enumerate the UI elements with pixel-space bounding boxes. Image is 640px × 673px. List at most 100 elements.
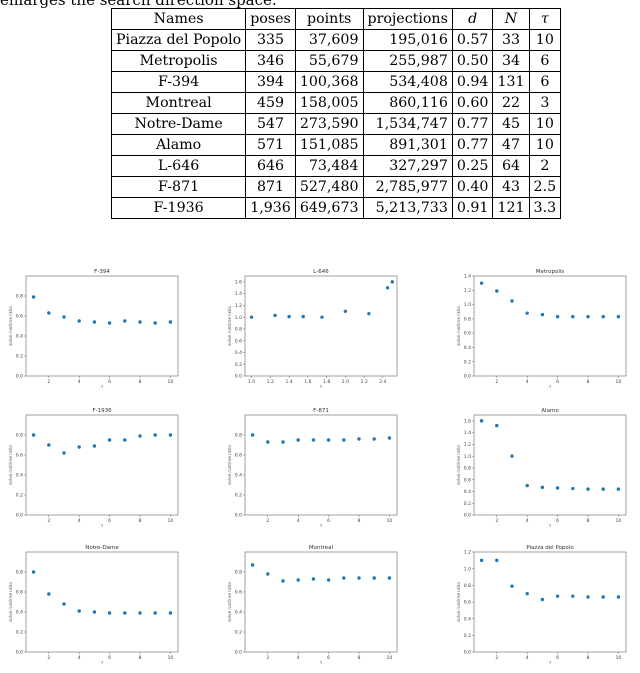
data-point [385, 286, 390, 290]
data-point [540, 485, 545, 490]
data-point [31, 433, 36, 437]
data-point [510, 454, 514, 458]
x-tick-label: 1.4 [285, 379, 292, 385]
y-tick-label: 0.6 [464, 331, 471, 337]
table-cell: 131 [492, 71, 530, 93]
table-cell: 346 [245, 50, 296, 72]
y-tick-label: 0.2 [235, 630, 242, 636]
col-tau: τ [528, 8, 562, 30]
y-tick-label: 1.2 [464, 550, 471, 556]
y-tick-label: 0.4 [235, 610, 242, 616]
col-projections: projections [362, 8, 453, 30]
chart-metropolis: Metropolis 0.0 0.2 0.4 0.6 0.8 1.0 1.2 1.4 2 4 6 8 10… [456, 269, 627, 389]
data-point [479, 419, 484, 423]
data-point [571, 594, 575, 598]
table-cell: 394 [245, 71, 296, 93]
data-point [287, 314, 291, 319]
data-point [342, 576, 346, 580]
x-tick-label: 1.6 [304, 379, 311, 385]
y-tick-label: 0.4 [464, 616, 471, 622]
col-points: points [294, 8, 364, 30]
col-names: Names [110, 8, 247, 30]
x-tick-label: 2 [266, 518, 269, 524]
data-point [77, 445, 81, 449]
x-tick-label: 8 [587, 655, 590, 661]
data-point [62, 315, 66, 319]
table-cell: 0.94 [451, 71, 494, 93]
chart-alamo: Alamo 0.0 0.2 0.4 0.6 0.8 1.0 1.2 1.4 1.6 2 4 6 8 10 τ s… [456, 408, 627, 528]
y-tick-label: 0.4 [16, 334, 23, 340]
data-point [571, 486, 575, 491]
data-point [138, 611, 142, 615]
data-point [47, 311, 51, 315]
table-cell: 55,679 [294, 50, 364, 72]
data-point [616, 315, 621, 319]
data-point [266, 572, 270, 576]
x-tick-label: 6 [108, 518, 111, 524]
y-tick-label: 0.4 [464, 489, 471, 495]
data-point [357, 437, 361, 441]
table-cell: 871 [245, 176, 296, 198]
table-cell: 158,005 [294, 92, 364, 114]
data-point [510, 299, 514, 303]
x-axis-label: τ [549, 660, 552, 665]
y-tick-label: 0.6 [464, 600, 471, 606]
table-row: Metropolis 346 55,679 255,987 0.50 34 6 [110, 50, 562, 72]
x-tick-label: 8 [587, 379, 590, 385]
data-point [586, 595, 590, 599]
y-tick-label: 0.8 [464, 466, 471, 472]
y-tick-label: 0.2 [235, 362, 242, 368]
data-point [301, 314, 305, 319]
data-point [123, 438, 127, 442]
data-point [571, 315, 575, 319]
table-cell: 121 [492, 197, 530, 219]
y-axis-label: solve runtime ratio [456, 582, 461, 622]
x-tick-label: 2.0 [342, 379, 349, 385]
plot-frame [473, 551, 627, 653]
col-poses: poses [245, 8, 296, 30]
table-cell: F-394 [110, 71, 247, 93]
data-point [77, 609, 81, 613]
x-tick-label: 8 [139, 518, 142, 524]
x-tick-label: 8 [139, 379, 142, 385]
data-point [296, 438, 300, 442]
data-point [616, 595, 621, 599]
x-tick-label: 2.4 [379, 379, 386, 385]
data-point [510, 584, 514, 588]
data-point [250, 563, 255, 567]
data-point [540, 312, 545, 317]
data-point [311, 577, 316, 581]
table-cell: 5,213,733 [362, 197, 453, 219]
table-cell: 2.5 [528, 176, 562, 198]
chart-title: F-871 [313, 408, 329, 414]
y-tick-label: 1.0 [464, 566, 471, 572]
y-tick-label: 0.8 [235, 327, 242, 333]
data-point [47, 592, 51, 596]
table-cell: F-1936 [110, 197, 247, 219]
data-point [555, 315, 560, 319]
table-cell: 73,484 [294, 155, 364, 177]
y-tick-label: 0.8 [235, 570, 242, 576]
data-point [525, 591, 529, 596]
table-cell: 1,534,747 [362, 113, 453, 135]
plot-frame [473, 414, 627, 516]
x-tick-label: 4 [297, 518, 300, 524]
data-point [123, 319, 127, 323]
x-tick-label: 10 [386, 518, 392, 524]
data-point [601, 595, 605, 599]
y-tick-label: 1.0 [235, 315, 242, 321]
y-tick-label: 0.8 [235, 433, 242, 439]
table-row: L-646 646 73,484 327,297 0.25 64 2 [110, 155, 562, 177]
data-point [62, 602, 66, 606]
y-tick-label: 0.0 [16, 650, 23, 656]
y-tick-label: 0.8 [464, 583, 471, 589]
table-cell: 6 [528, 50, 562, 72]
data-point [47, 443, 51, 447]
x-tick-label: 8 [139, 655, 142, 661]
data-point [586, 315, 590, 319]
y-axis-label: solve runtime ratio [8, 445, 13, 485]
y-tick-label: 1.0 [464, 302, 471, 308]
y-tick-label: 0.4 [16, 473, 23, 479]
table-cell: 10 [528, 29, 562, 51]
data-point [31, 295, 36, 299]
